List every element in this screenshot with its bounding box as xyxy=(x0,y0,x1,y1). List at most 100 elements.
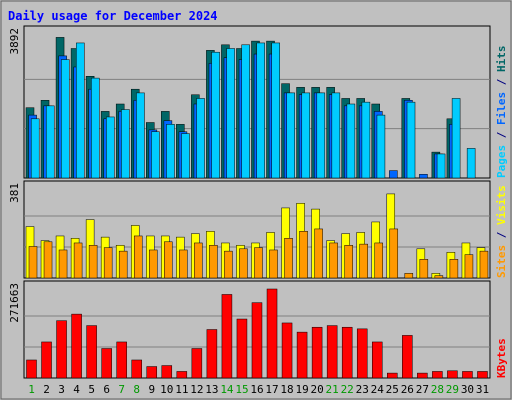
bar-kbytes-day-27 xyxy=(417,372,428,379)
bar-pages-day-6 xyxy=(106,116,115,179)
bar-kbytes-day-25 xyxy=(387,372,398,379)
bar-sites-day-7 xyxy=(118,250,128,279)
bar-sites-day-10 xyxy=(164,241,173,279)
bar-kbytes-day-11 xyxy=(176,371,188,379)
bar-sites-day-11 xyxy=(179,249,188,279)
legend-hits: Hits xyxy=(495,46,508,73)
bar-sites-day-12 xyxy=(194,242,203,279)
bar-pages-day-14 xyxy=(226,48,235,179)
bar-pages-day-15 xyxy=(241,44,250,179)
bar-pages-day-7 xyxy=(121,109,130,179)
bar-sites-day-14 xyxy=(224,250,233,279)
legend-hits_files_pages: Pages / Files / Hits xyxy=(495,46,508,179)
bar-sites-day-3 xyxy=(58,249,68,279)
bar-kbytes-day-30 xyxy=(462,371,473,379)
bar-pages-day-29 xyxy=(451,98,461,179)
x-tick-label-day-3: 3 xyxy=(58,383,65,396)
bar-pages-day-21 xyxy=(331,92,341,179)
x-tick-label-day-28: 28 xyxy=(431,383,444,396)
bar-sites-day-25 xyxy=(389,228,399,279)
bar-kbytes-day-5 xyxy=(86,325,97,379)
bar-pages-day-22 xyxy=(346,103,356,179)
bar-kbytes-day-6 xyxy=(101,348,112,379)
y-max-label: 3892 xyxy=(8,28,21,55)
bar-sites-day-2 xyxy=(43,241,53,279)
bar-pages-day-1 xyxy=(30,118,40,179)
x-tick-label-day-2: 2 xyxy=(43,383,50,396)
x-tick-label-day-27: 27 xyxy=(416,383,429,396)
panel-kbytes: 271663 KBytes xyxy=(8,280,508,379)
x-tick-label-day-8: 8 xyxy=(133,383,140,396)
bar-kbytes-day-28 xyxy=(432,371,443,379)
bar-kbytes-day-12 xyxy=(191,348,203,379)
x-tick-label-day-20: 20 xyxy=(311,383,324,396)
bar-kbytes-day-21 xyxy=(326,325,338,379)
bar-pages-day-4 xyxy=(76,42,85,179)
bar-sites-day-26 xyxy=(404,273,414,279)
bar-files-day-25 xyxy=(389,170,398,179)
x-tick-label-day-29: 29 xyxy=(446,383,459,396)
bar-kbytes-day-7 xyxy=(116,341,127,379)
legend-sites: Sites xyxy=(495,245,508,278)
x-tick-label-day-11: 11 xyxy=(175,383,188,396)
bar-kbytes-day-17 xyxy=(266,288,278,379)
legend-kbytes: KBytes xyxy=(495,338,508,378)
bar-kbytes-day-13 xyxy=(206,329,218,379)
x-tick-label-day-18: 18 xyxy=(280,383,293,396)
x-tick-label-day-4: 4 xyxy=(73,383,80,396)
bar-sites-day-5 xyxy=(88,245,98,279)
x-tick-label-day-26: 26 xyxy=(401,383,414,396)
bar-kbytes-day-22 xyxy=(341,326,353,379)
legend-separator: / xyxy=(495,125,508,145)
bar-pages-day-2 xyxy=(45,105,55,179)
bar-pages-day-20 xyxy=(316,92,326,179)
bar-pages-day-5 xyxy=(91,77,100,179)
bar-pages-day-11 xyxy=(181,133,190,179)
bar-kbytes-day-23 xyxy=(356,328,368,379)
bar-kbytes-day-1 xyxy=(26,359,37,379)
bar-kbytes-day-20 xyxy=(311,326,323,379)
bar-kbytes-day-9 xyxy=(146,366,158,379)
x-tick-label-day-13: 13 xyxy=(205,383,218,396)
legend-visits: Visits xyxy=(495,185,508,225)
bar-pages-day-10 xyxy=(166,124,175,179)
x-tick-label-day-17: 17 xyxy=(265,383,278,396)
bar-sites-day-21 xyxy=(329,242,338,279)
x-tick-label-day-24: 24 xyxy=(371,383,385,396)
bar-pages-day-3 xyxy=(61,59,70,179)
bar-sites-day-17 xyxy=(269,249,278,279)
bar-sites-day-8 xyxy=(133,235,143,279)
bar-pages-day-17 xyxy=(271,42,280,179)
bar-kbytes-day-14 xyxy=(221,294,233,379)
bar-sites-day-6 xyxy=(103,247,113,279)
bar-kbytes-day-15 xyxy=(236,318,248,379)
panel-hits_files_pages: 3892 Pages / Files / Hits xyxy=(8,25,508,179)
legend-pages: Pages xyxy=(495,145,508,178)
bar-kbytes-day-26 xyxy=(402,335,413,379)
bar-pages-day-8 xyxy=(136,92,145,179)
bar-kbytes-day-29 xyxy=(447,370,458,379)
x-tick-label-day-1: 1 xyxy=(28,383,35,396)
x-tick-label-day-10: 10 xyxy=(160,383,173,396)
bar-kbytes-day-31 xyxy=(477,371,488,379)
x-tick-label-day-30: 30 xyxy=(461,383,474,396)
x-tick-label-day-9: 9 xyxy=(148,383,155,396)
bar-sites-day-27 xyxy=(419,259,429,279)
bar-pages-day-24 xyxy=(376,114,386,179)
x-tick-label-day-7: 7 xyxy=(118,383,125,396)
bar-pages-day-19 xyxy=(301,92,311,179)
bar-pages-day-30 xyxy=(466,148,476,179)
chart-title: Daily usage for December 2024 xyxy=(8,9,218,23)
x-tick-label-day-21: 21 xyxy=(326,383,339,396)
x-axis-day-labels: 1 2 3 4 5 6 7 8 9 10 11 12 13 14 15 16 17 18 19 20 21 22 23 24 2… xyxy=(28,383,489,396)
x-tick-label-day-25: 25 xyxy=(386,383,399,396)
x-tick-label-day-19: 19 xyxy=(295,383,308,396)
bar-pages-day-16 xyxy=(256,42,265,179)
bar-pages-day-18 xyxy=(286,92,295,179)
bar-sites-day-19 xyxy=(299,231,308,279)
bar-kbytes-day-19 xyxy=(296,331,308,379)
bar-pages-day-28 xyxy=(436,153,446,179)
